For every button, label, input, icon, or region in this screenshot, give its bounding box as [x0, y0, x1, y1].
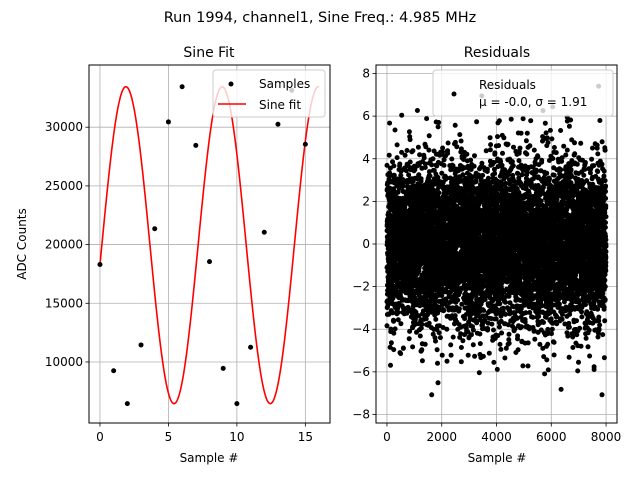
figure-suptitle: Run 1994, channel1, Sine Freq.: 4.985 MH… — [164, 10, 477, 26]
sine-fit-xtick-label: 10 — [229, 430, 244, 444]
residuals-ytick-label: 4 — [362, 152, 370, 166]
residuals-chart: Residuals Sample # 0 2000 4000 6000 8000 −8 −6… — [352, 45, 621, 465]
sample-point — [234, 401, 240, 407]
sine-fit-legend-box — [212, 69, 326, 118]
residuals-xtick-label: 0 — [383, 430, 391, 444]
residuals-xtick-label: 6000 — [536, 430, 567, 444]
residuals-ytick-label: −8 — [352, 407, 370, 421]
residuals-legend-box — [432, 69, 614, 117]
sine-fit-xtick-label: 0 — [96, 430, 104, 444]
sine-fit-title: Sine Fit — [183, 45, 235, 61]
residuals-ytick-label: 0 — [362, 237, 370, 251]
sample-point — [275, 121, 281, 127]
sample-point — [152, 226, 158, 232]
legend-sine-fit-label: Sine fit — [259, 98, 301, 112]
sample-point — [207, 259, 212, 265]
sample-point — [302, 141, 308, 147]
sample-point — [193, 142, 199, 148]
sine-fit-ylabel: ADC Counts — [15, 208, 29, 280]
legend-residuals-stats: μ = -0.0, σ = 1.91 — [479, 95, 587, 109]
legend-residuals-label: Residuals — [479, 78, 536, 92]
residuals-ytick-label: 2 — [362, 194, 370, 208]
sample-point — [248, 344, 254, 350]
sine-fit-xtick-label: 15 — [298, 430, 313, 444]
residuals-ytick-label: −4 — [352, 322, 370, 336]
sine-fit-ytick-label: 25000 — [45, 179, 83, 193]
sine-fit-xlabel: Sample # — [180, 451, 239, 465]
sine-fit-axes-frame — [88, 64, 331, 424]
residuals-ytick-label: −2 — [352, 280, 370, 294]
residuals-title: Residuals — [464, 45, 530, 61]
sample-point — [124, 401, 130, 407]
sample-point — [138, 342, 144, 348]
sample-point — [220, 365, 226, 371]
residuals-legend: Residuals μ = -0.0, σ = 1.91 — [432, 69, 614, 117]
sine-fit-legend: Samples Sine fit — [212, 69, 326, 118]
residuals-xtick-label: 2000 — [426, 430, 457, 444]
sample-point — [261, 229, 267, 235]
sine-fit-ytick-label: 30000 — [45, 120, 83, 134]
sample-point — [111, 368, 117, 374]
residual-points — [384, 83, 609, 398]
legend-residuals-marker — [451, 91, 457, 97]
sine-fit-line — [99, 85, 320, 405]
sine-fit-ytick-label: 20000 — [45, 238, 83, 252]
sine-fit-chart: Sine Fit Sample # ADC Counts 0 5 10 15 10000… — [15, 45, 331, 465]
sine-fit-ytick-label: 15000 — [45, 296, 83, 310]
sample-point — [97, 262, 103, 268]
legend-samples-label: Samples — [259, 77, 310, 91]
residuals-xlabel: Sample # — [468, 451, 527, 465]
sine-fit-xtick-label: 5 — [165, 430, 173, 444]
residuals-ytick-label: 6 — [362, 109, 370, 123]
sample-point — [165, 119, 171, 125]
residuals-xtick-label: 8000 — [591, 430, 622, 444]
residuals-ytick-label: −6 — [352, 365, 370, 379]
sine-fit-ytick-label: 10000 — [45, 355, 83, 369]
residuals-ytick-label: 8 — [362, 67, 370, 81]
residuals-xtick-label: 4000 — [481, 430, 512, 444]
legend-samples-marker — [228, 81, 234, 87]
sample-point — [179, 84, 185, 90]
